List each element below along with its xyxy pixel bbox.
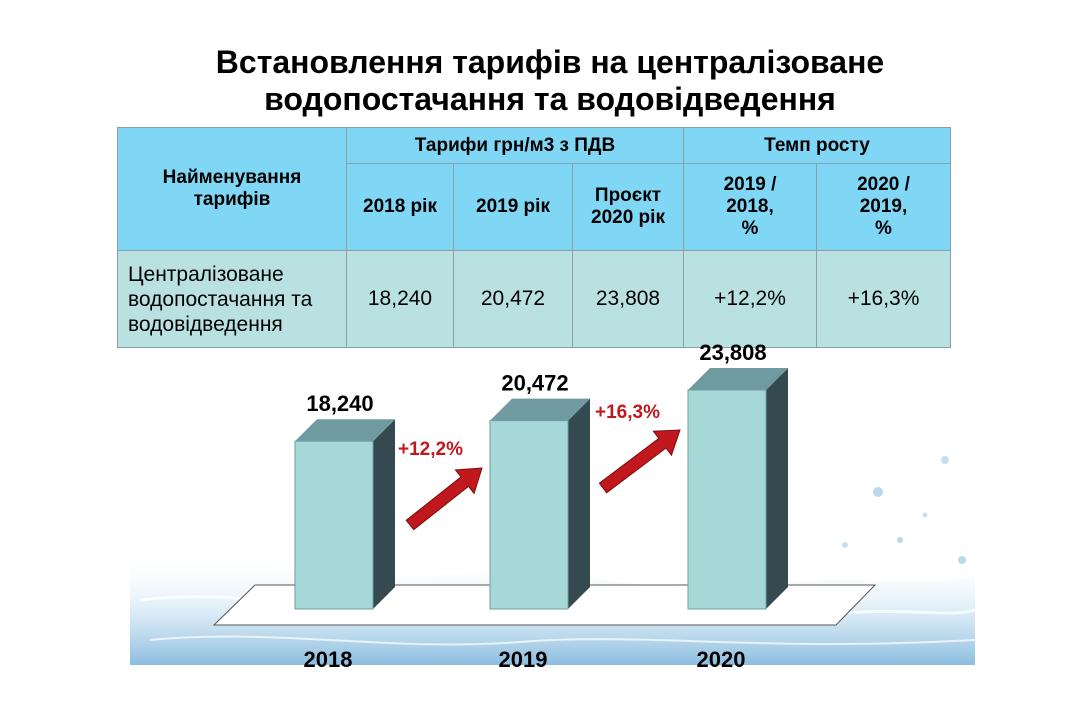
category-tick-label: 2018	[304, 647, 353, 672]
bar-front	[294, 440, 374, 610]
table-subheader-row: 2018 рік 2019 рік Проєкт 2020 рік 2019 /…	[118, 163, 952, 251]
growth-header-2020: 2020 / 2019, %	[815, 163, 952, 251]
value-2018-cell: 18,240	[346, 250, 454, 348]
growth-arrow-icon	[405, 467, 483, 531]
title-line-2: водопостачання та водовідведення	[264, 81, 836, 117]
bar-front	[687, 389, 767, 610]
bar-side	[568, 398, 590, 609]
tariffs-group-header: Тарифи грн/м3 з ПДВ	[346, 127, 684, 164]
year-header-2020: Проєкт 2020 рік	[572, 163, 684, 251]
category-tick-label: 2020	[697, 647, 746, 672]
bar-front	[489, 420, 569, 610]
row-name-cell: Централізоване водопостачання та водовід…	[117, 250, 347, 348]
title-line-1: Встановлення тарифів на централізоване	[215, 44, 885, 80]
bar-value-label: 23,808	[699, 340, 766, 365]
year-header-2018: 2018 рік	[346, 163, 454, 251]
bar-side	[766, 367, 788, 609]
category-tick-label: 2019	[499, 647, 548, 672]
bar-2020	[687, 367, 788, 610]
tariffs-table: Найменування тарифів Тарифи грн/м3 з ПДВ…	[117, 127, 952, 348]
page-title: Встановлення тарифів на централізоване в…	[0, 44, 1080, 118]
growth-label: +16,3%	[595, 402, 660, 423]
bar-top	[688, 367, 788, 390]
bar-2018	[294, 419, 395, 610]
bar-top	[295, 419, 395, 442]
growth-arrow-icon	[598, 429, 681, 494]
name-column-header: Найменування тарифів	[117, 127, 347, 251]
bar-value-label: 18,240	[306, 391, 373, 416]
table-header-row: Найменування тарифів Тарифи грн/м3 з ПДВ…	[117, 127, 952, 251]
bar-2019	[489, 398, 590, 610]
value-2019-cell: 20,472	[453, 250, 573, 348]
bar-top	[490, 398, 590, 421]
growth-2020-cell: +16,3%	[815, 250, 952, 348]
bar-value-label: 20,472	[501, 371, 568, 396]
growth-group-header: Темп росту	[682, 127, 952, 164]
year-header-2019: 2019 рік	[453, 163, 573, 251]
growth-header-2019: 2019 / 2018, %	[683, 163, 817, 251]
growth-label: +12,2%	[398, 439, 463, 460]
table-row: Централізоване водопостачання та водовід…	[117, 250, 952, 348]
bar-side	[373, 419, 395, 609]
